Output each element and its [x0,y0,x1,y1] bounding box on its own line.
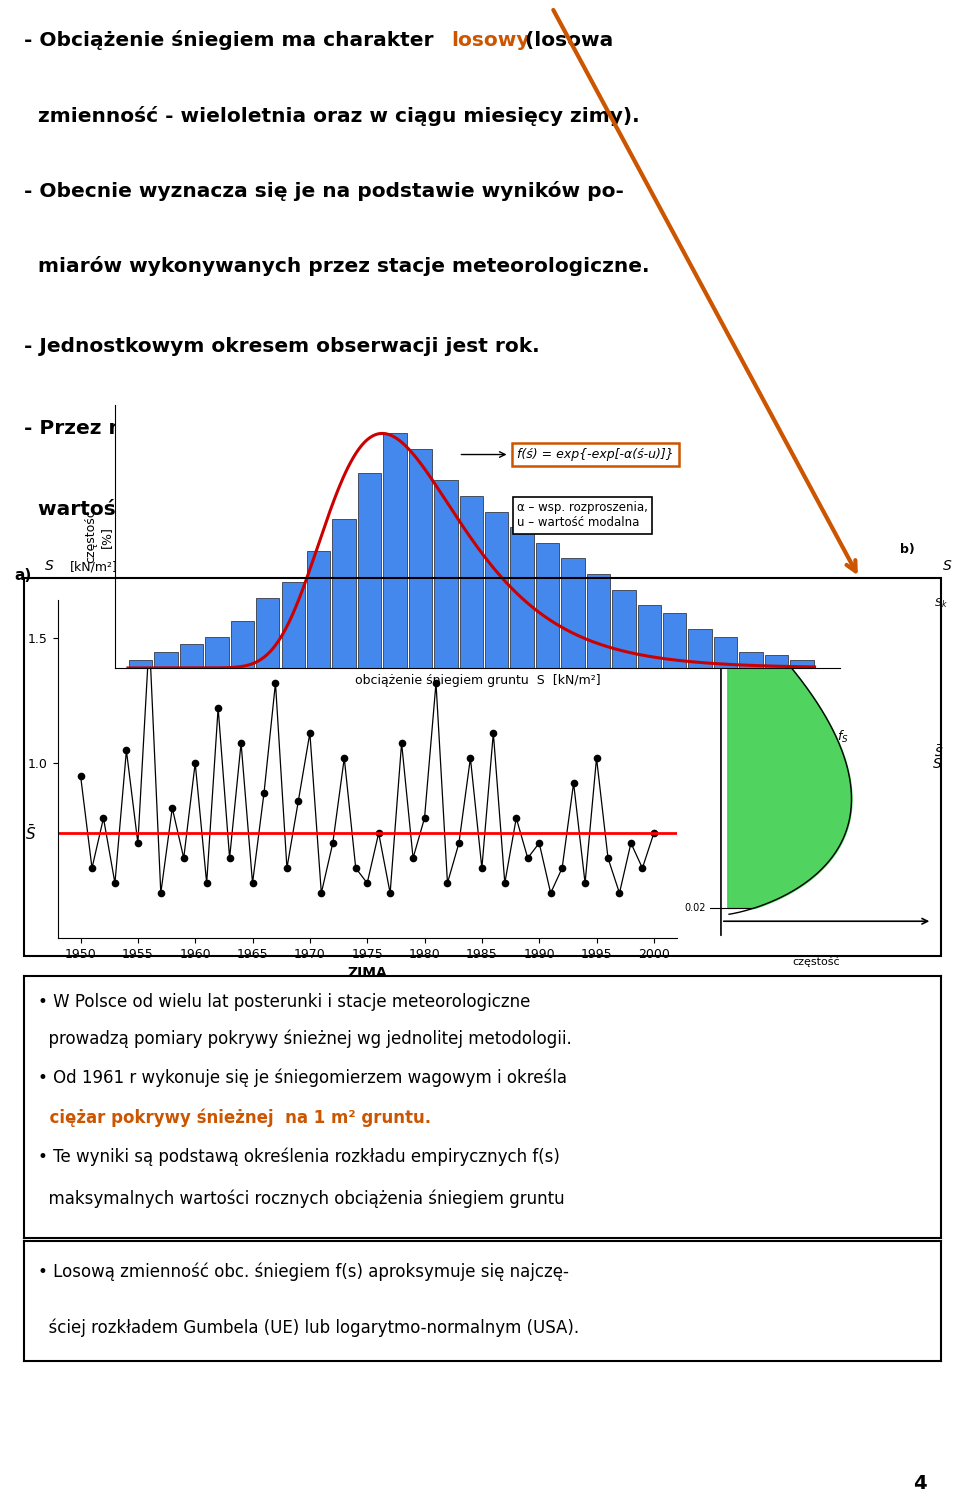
Bar [281,582,305,668]
Text: ciężar pokrywy śnieżnej  na 1 m² gruntu.: ciężar pokrywy śnieżnej na 1 m² gruntu. [37,1108,431,1127]
Bar [562,558,585,668]
Text: (losowa: (losowa [518,32,613,50]
Text: miarów wykonywanych przez stacje meteorologiczne.: miarów wykonywanych przez stacje meteoro… [24,255,650,276]
Text: $f_S$: $f_S$ [837,728,849,744]
Legend: maksymalna wartość obciążenia śniegiem w ciągu zimy: maksymalna wartość obciążenia śniegiem w… [137,605,468,624]
Bar [155,653,178,668]
Bar [790,660,813,668]
Text: - Obciążenie śniegiem ma charakter: - Obciążenie śniegiem ma charakter [24,30,441,51]
Text: prowadzą pomiary pokrywy śnieżnej wg jednolitej metodologii.: prowadzą pomiary pokrywy śnieżnej wg jed… [37,1030,571,1048]
Bar [663,614,686,668]
Bar [205,636,228,668]
Bar [383,434,407,668]
Text: częstość: częstość [792,956,840,967]
Bar [460,495,483,668]
Text: $\bar{S}$: $\bar{S}$ [932,755,943,772]
Bar [409,449,432,668]
Text: zmienność - wieloletnia oraz w ciągu miesięcy zimy).: zmienność - wieloletnia oraz w ciągu mie… [24,105,639,126]
Text: [kN/m²]: [kN/m²] [70,560,118,573]
Text: • Te wyniki są podstawą określenia rozkładu empirycznych f(s): • Te wyniki są podstawą określenia rozkł… [37,1148,560,1166]
Bar [129,660,153,668]
Bar [739,653,762,668]
Text: 4: 4 [913,1474,926,1493]
Text: S: S [45,558,54,573]
Text: $\bar{S}$: $\bar{S}$ [25,824,36,842]
Bar [332,519,356,668]
Bar [180,644,204,668]
Bar [612,590,636,668]
X-axis label: ZIMA: ZIMA [348,967,387,980]
Text: α – wsp. rozproszenia,
u – wartość modalna: α – wsp. rozproszenia, u – wartość modal… [517,501,648,530]
Bar [307,551,330,668]
Text: $S_k$: $S_k$ [934,597,948,611]
Text: • Losową zmienność obc. śniegiem f(s) aproksymuje się najczę-: • Losową zmienność obc. śniegiem f(s) ap… [37,1262,568,1280]
Text: ściej rozkładem Gumbela (UE) lub logarytmo-normalnym (USA).: ściej rozkładem Gumbela (UE) lub logaryt… [37,1318,579,1337]
Bar [485,512,509,668]
Text: • Od 1961 r wykonuje się je śniegomierzem wagowym i określa: • Od 1961 r wykonuje się je śniegomierze… [37,1069,566,1087]
Text: S: S [943,558,951,573]
Bar [587,573,611,668]
Text: - Jednostkowym okresem obserwacji jest rok.: - Jednostkowym okresem obserwacji jest r… [24,338,540,356]
Y-axis label: częstość
[%]: częstość [%] [84,510,112,563]
X-axis label: obciążenie śniegiem gruntu  S  [kN/m²]: obciążenie śniegiem gruntu S [kN/m²] [355,674,600,686]
Text: CZĘSTOCHOWA: CZĘSTOCHOWA [307,558,427,573]
Text: f(ś) = exp{-exp[-α(ś-u)]}: f(ś) = exp{-exp[-α(ś-u)]} [517,447,674,461]
Text: a): a) [14,569,32,582]
Bar [434,480,458,668]
Bar [765,656,788,668]
Bar [358,473,381,668]
Text: • W Polsce od wielu lat posterunki i stacje meteorologiczne: • W Polsce od wielu lat posterunki i sta… [37,994,530,1010]
Bar [637,605,661,668]
Text: b): b) [900,543,915,555]
Text: maksymalnych wartości rocznych obciążenia śniegiem gruntu: maksymalnych wartości rocznych obciążeni… [37,1190,564,1208]
Bar [536,543,560,668]
Text: losowy: losowy [451,32,530,50]
Text: 0.02: 0.02 [684,904,707,913]
Text: - Obecnie wyznacza się je na podstawie wyników po-: - Obecnie wyznacza się je na podstawie w… [24,180,624,201]
Bar [256,597,279,668]
Text: $\bar{S}$: $\bar{S}$ [934,744,944,761]
Bar [688,629,711,668]
Text: 0.98: 0.98 [684,602,707,612]
Text: - Przez maksymalną wartość roczną rozumie się: - Przez maksymalną wartość roczną rozumi… [24,417,569,438]
Text: ryzyko 2%: ryzyko 2% [700,593,750,602]
Bar [230,621,254,668]
Bar [511,527,534,668]
Text: wartość maksymalną z jednej zimy.: wartość maksymalną z jednej zimy. [24,498,439,518]
Bar [714,636,737,668]
